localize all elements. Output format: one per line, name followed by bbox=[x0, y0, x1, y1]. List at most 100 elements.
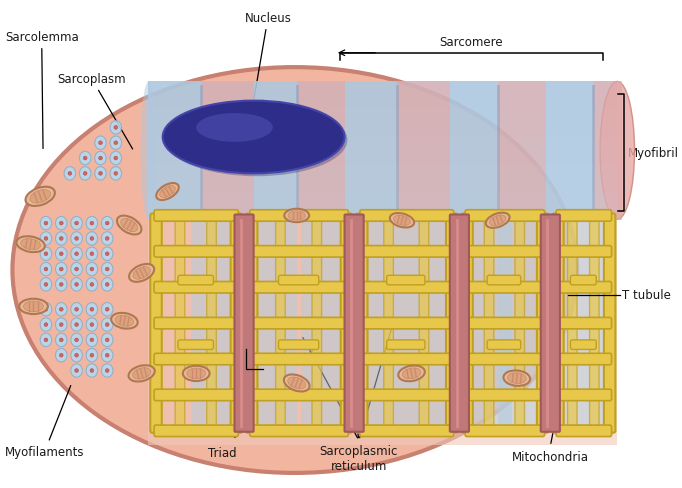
FancyBboxPatch shape bbox=[556, 389, 612, 401]
Ellipse shape bbox=[156, 183, 179, 201]
Ellipse shape bbox=[20, 239, 40, 250]
Ellipse shape bbox=[86, 232, 98, 245]
Bar bbox=[301, 221, 344, 426]
Ellipse shape bbox=[86, 278, 98, 291]
Bar bbox=[450, 82, 498, 221]
Ellipse shape bbox=[402, 368, 421, 379]
FancyBboxPatch shape bbox=[250, 282, 349, 293]
Ellipse shape bbox=[105, 369, 109, 373]
FancyBboxPatch shape bbox=[552, 214, 564, 433]
Ellipse shape bbox=[102, 349, 113, 362]
Bar bbox=[149, 216, 617, 445]
FancyBboxPatch shape bbox=[515, 214, 524, 433]
Ellipse shape bbox=[71, 232, 83, 245]
Ellipse shape bbox=[90, 338, 94, 342]
Ellipse shape bbox=[99, 142, 102, 145]
Ellipse shape bbox=[74, 283, 78, 287]
FancyBboxPatch shape bbox=[465, 318, 544, 329]
FancyBboxPatch shape bbox=[207, 214, 216, 433]
Bar bbox=[254, 221, 297, 426]
FancyBboxPatch shape bbox=[250, 210, 349, 222]
Bar bbox=[593, 82, 622, 221]
Ellipse shape bbox=[284, 375, 310, 392]
FancyBboxPatch shape bbox=[556, 318, 612, 329]
Ellipse shape bbox=[55, 232, 67, 245]
FancyBboxPatch shape bbox=[570, 276, 596, 285]
Ellipse shape bbox=[121, 219, 138, 232]
Ellipse shape bbox=[40, 263, 52, 276]
FancyBboxPatch shape bbox=[250, 246, 349, 258]
Bar bbox=[344, 82, 397, 221]
Ellipse shape bbox=[102, 247, 113, 261]
FancyBboxPatch shape bbox=[360, 354, 454, 365]
Ellipse shape bbox=[74, 338, 78, 342]
FancyBboxPatch shape bbox=[556, 246, 612, 258]
Ellipse shape bbox=[74, 323, 78, 327]
Ellipse shape bbox=[40, 217, 52, 230]
Ellipse shape bbox=[74, 354, 78, 357]
Ellipse shape bbox=[86, 263, 98, 276]
FancyBboxPatch shape bbox=[465, 282, 544, 293]
Bar bbox=[364, 221, 406, 426]
Ellipse shape bbox=[59, 308, 63, 311]
Ellipse shape bbox=[71, 364, 83, 377]
Ellipse shape bbox=[114, 142, 118, 145]
FancyBboxPatch shape bbox=[567, 214, 577, 433]
Ellipse shape bbox=[90, 354, 94, 357]
Ellipse shape bbox=[90, 237, 94, 241]
FancyBboxPatch shape bbox=[276, 214, 285, 433]
FancyBboxPatch shape bbox=[278, 340, 318, 350]
Ellipse shape bbox=[25, 187, 55, 206]
Text: Triad: Triad bbox=[208, 446, 237, 459]
Ellipse shape bbox=[105, 323, 109, 327]
Ellipse shape bbox=[40, 303, 52, 316]
Bar bbox=[149, 82, 201, 221]
Ellipse shape bbox=[105, 237, 109, 241]
Ellipse shape bbox=[99, 157, 102, 161]
Ellipse shape bbox=[105, 308, 109, 311]
FancyBboxPatch shape bbox=[278, 276, 318, 285]
FancyBboxPatch shape bbox=[250, 389, 349, 401]
Bar bbox=[498, 82, 546, 221]
FancyBboxPatch shape bbox=[178, 340, 213, 350]
Ellipse shape bbox=[102, 217, 113, 230]
Ellipse shape bbox=[90, 283, 94, 287]
Ellipse shape bbox=[44, 283, 48, 287]
Ellipse shape bbox=[105, 267, 109, 271]
Ellipse shape bbox=[83, 157, 87, 161]
Ellipse shape bbox=[79, 152, 91, 165]
Ellipse shape bbox=[59, 252, 63, 256]
Ellipse shape bbox=[59, 354, 63, 357]
Ellipse shape bbox=[44, 323, 48, 327]
Bar bbox=[498, 221, 541, 426]
Ellipse shape bbox=[398, 366, 425, 382]
Ellipse shape bbox=[44, 237, 48, 241]
Ellipse shape bbox=[507, 373, 527, 384]
Bar bbox=[192, 221, 235, 426]
Bar bbox=[149, 193, 617, 221]
Ellipse shape bbox=[114, 172, 118, 176]
FancyBboxPatch shape bbox=[387, 276, 425, 285]
Ellipse shape bbox=[490, 216, 506, 226]
FancyBboxPatch shape bbox=[487, 340, 520, 350]
Ellipse shape bbox=[114, 126, 118, 130]
Ellipse shape bbox=[68, 172, 72, 176]
Ellipse shape bbox=[74, 369, 78, 373]
Ellipse shape bbox=[105, 354, 109, 357]
FancyBboxPatch shape bbox=[360, 425, 454, 437]
Ellipse shape bbox=[166, 104, 347, 177]
Bar bbox=[546, 82, 593, 221]
Ellipse shape bbox=[40, 333, 52, 347]
Ellipse shape bbox=[90, 252, 94, 256]
FancyBboxPatch shape bbox=[231, 214, 242, 433]
Ellipse shape bbox=[55, 278, 67, 291]
FancyBboxPatch shape bbox=[465, 425, 544, 437]
Ellipse shape bbox=[102, 278, 113, 291]
Ellipse shape bbox=[110, 152, 121, 165]
Ellipse shape bbox=[90, 267, 94, 271]
Ellipse shape bbox=[23, 302, 44, 312]
Ellipse shape bbox=[40, 247, 52, 261]
Text: Sarcoplasmic
reticulum: Sarcoplasmic reticulum bbox=[320, 444, 398, 472]
Bar bbox=[149, 82, 617, 221]
FancyBboxPatch shape bbox=[450, 215, 469, 432]
